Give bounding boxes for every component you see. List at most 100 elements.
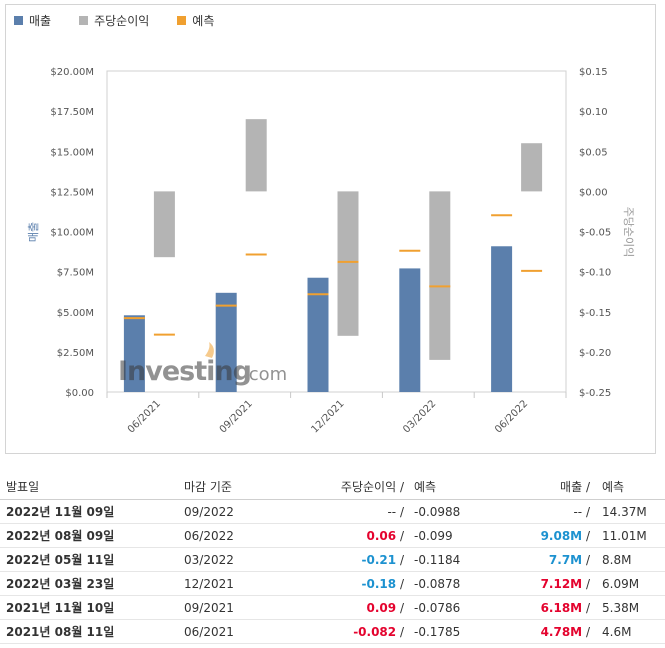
revenue-bar — [491, 246, 513, 392]
eps-separator: / — [399, 624, 404, 639]
revenue-bar — [399, 268, 421, 392]
earnings-table: 발표일 마감 기준 주당순이익 / 예측 매출 / 예측 2022년 11월 0… — [0, 474, 665, 644]
eps-cell: -- / — [276, 499, 408, 524]
revenue-separator: / — [585, 600, 590, 615]
watermark-suffix: .com — [243, 364, 287, 385]
revenue-forecast: 6.09M — [594, 571, 665, 596]
revenue-separator: / — [585, 576, 590, 591]
eps-bar — [245, 119, 267, 192]
release-date: 2022년 03월 23일 — [0, 571, 184, 596]
table-body: 2022년 11월 09일 09/2022 -- / -0.0988 -- /14.37… — [0, 499, 665, 644]
header-date[interactable]: 발표일 — [0, 474, 184, 500]
y-left-axis-title: 매출 — [27, 222, 40, 242]
release-date: 2022년 05월 11일 — [0, 547, 184, 572]
y-right-tick-label: $0.00 — [579, 187, 608, 198]
eps-forecast: -0.0786 — [408, 595, 492, 620]
x-tick-label: 06/2022 — [493, 398, 530, 435]
eps-separator: / — [399, 528, 404, 543]
revenue-forecast: 14.37M — [594, 499, 665, 524]
eps-forecast: -0.0878 — [408, 571, 492, 596]
table-header-row: 발표일 마감 기준 주당순이익 / 예측 매출 / 예측 — [0, 474, 665, 500]
eps-forecast: -0.1184 — [408, 547, 492, 572]
header-eps-label: 주당순이익 — [340, 480, 397, 494]
revenue-actual: 9.08M — [540, 528, 583, 543]
eps-bar — [153, 191, 175, 258]
eps-bar — [521, 143, 543, 192]
investing-watermark-logo: Investing.com — [118, 342, 287, 387]
y-right-tick-label: $-0.05 — [579, 228, 611, 239]
header-revenue-forecast[interactable]: 예측 — [594, 474, 665, 500]
eps-forecast: -0.0988 — [408, 499, 492, 524]
eps-separator: / — [399, 600, 404, 615]
release-date: 2022년 11월 09일 — [0, 499, 184, 524]
release-date: 2021년 08월 11일 — [0, 619, 184, 644]
revenue-forecast: 11.01M — [594, 523, 665, 548]
revenue-cell: 7.12M / — [492, 571, 594, 596]
y-left-tick-label: $5.00M — [57, 308, 94, 319]
y-left-tick-label: $0.00 — [65, 388, 94, 399]
y-right-tick-label: $-0.15 — [579, 308, 611, 319]
revenue-cell: 6.18M / — [492, 595, 594, 620]
period-end: 09/2022 — [184, 499, 276, 524]
y-right-tick-label: $-0.10 — [579, 268, 611, 279]
legend-item-revenue[interactable]: 매출 — [14, 12, 51, 29]
revenue-actual: 4.78M — [540, 624, 583, 639]
eps-bar — [429, 191, 451, 360]
header-eps-forecast[interactable]: 예측 — [408, 474, 492, 500]
x-tick-label: 03/2022 — [401, 398, 438, 435]
eps-swatch-icon — [79, 15, 89, 25]
eps-cell: -0.082 / — [276, 619, 408, 644]
y-right-tick-label: $-0.25 — [579, 388, 611, 399]
y-right-tick-label: $0.15 — [579, 67, 608, 78]
revenue-bar — [215, 292, 237, 392]
header-eps[interactable]: 주당순이익 / — [276, 474, 408, 500]
table-row: 2022년 11월 09일 09/2022 -- / -0.0988 -- /14.37… — [0, 499, 665, 524]
table-row: 2021년 11월 10일 09/2021 0.09 /-0.0786 6.18M /… — [0, 595, 665, 620]
eps-forecast: -0.1785 — [408, 619, 492, 644]
x-tick-label: 09/2021 — [218, 398, 255, 435]
legend-label: 매출 — [29, 13, 52, 28]
revenue-separator: / — [585, 624, 590, 639]
header-revenue-separator: / — [585, 480, 590, 494]
y-left-tick-label: $20.00M — [50, 67, 94, 78]
y-right-axis-title: 주당순이익 — [622, 207, 635, 258]
revenue-separator: / — [585, 552, 590, 567]
table-row: 2021년 08월 11일 06/2021 -0.082 /-0.1785 4.78M… — [0, 619, 665, 644]
y-right-tick-label: $0.05 — [579, 147, 608, 158]
period-end: 12/2021 — [184, 571, 276, 596]
revenue-actual: -- — [573, 504, 583, 519]
y-left-tick-label: $10.00M — [50, 228, 94, 239]
revenue-cell: 7.7M / — [492, 547, 594, 572]
table-row: 2022년 03월 23일 12/2021 -0.18 /-0.0878 7.12M … — [0, 571, 665, 596]
legend-item-eps[interactable]: 주당순이익 — [79, 12, 149, 29]
eps-actual: -0.21 — [361, 552, 397, 567]
revenue-separator: / — [585, 528, 590, 543]
eps-actual: 0.09 — [366, 600, 397, 615]
release-date: 2022년 08월 09일 — [0, 523, 184, 548]
revenue-actual: 7.7M — [548, 552, 583, 567]
y-left-tick-label: $7.50M — [57, 268, 94, 279]
header-period-end[interactable]: 마감 기준 — [184, 474, 276, 500]
plot-area — [106, 70, 567, 393]
header-revenue-label: 매출 — [560, 480, 583, 494]
x-tick-label: 12/2021 — [309, 398, 346, 435]
earnings-chart: $0.00 $2.50M $5.00M $7.50M $10.00M $12.50M $15… — [27, 67, 635, 435]
legend-item-forecast[interactable]: 예측 — [177, 12, 214, 29]
revenue-cell: 4.78M / — [492, 619, 594, 644]
release-date: 2021년 11월 10일 — [0, 595, 184, 620]
y-right-tick-label: $0.10 — [579, 107, 608, 118]
header-revenue[interactable]: 매출 / — [492, 474, 594, 500]
period-end: 06/2021 — [184, 619, 276, 644]
eps-separator: / — [399, 504, 404, 519]
revenue-actual: 6.18M — [540, 600, 583, 615]
revenue-actual: 7.12M — [540, 576, 583, 591]
legend-label: 주당순이익 — [94, 13, 150, 28]
period-end: 06/2022 — [184, 523, 276, 548]
table-row: 2022년 08월 09일 06/2022 0.06 /-0.099 9.08M /1… — [0, 523, 665, 548]
eps-separator: / — [399, 552, 404, 567]
forecast-swatch-icon — [177, 15, 187, 25]
revenue-separator: / — [585, 504, 590, 519]
eps-actual: 0.06 — [366, 528, 397, 543]
y-right-tick-label: $-0.20 — [579, 348, 611, 359]
revenue-cell: -- / — [492, 499, 594, 524]
